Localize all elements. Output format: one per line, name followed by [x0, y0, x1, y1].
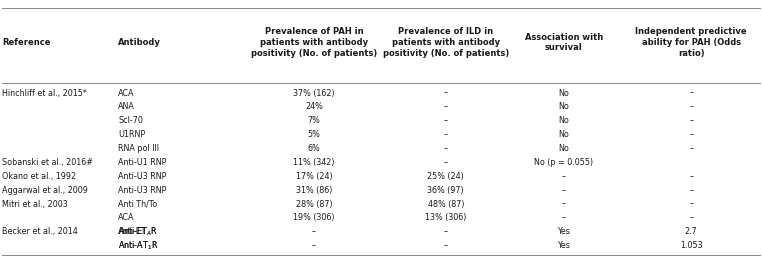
Text: –: –	[443, 116, 448, 125]
Text: 25% (24): 25% (24)	[427, 172, 464, 181]
Text: Anti-U3 RNP: Anti-U3 RNP	[118, 186, 166, 195]
Text: Yes: Yes	[558, 227, 570, 236]
Text: Okano et al., 1992: Okano et al., 1992	[2, 172, 76, 181]
Text: No: No	[559, 89, 569, 97]
Text: ACA: ACA	[118, 214, 135, 222]
Text: –: –	[443, 241, 448, 250]
Text: Prevalence of ILD in
patients with antibody
positivity (No. of patients): Prevalence of ILD in patients with antib…	[383, 27, 509, 58]
Text: Scl-70: Scl-70	[118, 116, 143, 125]
Text: 36% (97): 36% (97)	[427, 186, 464, 195]
Text: –: –	[443, 102, 448, 111]
Text: 19% (306): 19% (306)	[293, 214, 335, 222]
Text: 5%: 5%	[308, 130, 320, 139]
Text: Anti-ET: Anti-ET	[118, 227, 146, 236]
Text: No: No	[559, 144, 569, 153]
Text: Reference: Reference	[2, 38, 51, 47]
Text: –: –	[689, 102, 693, 111]
Text: –: –	[443, 89, 448, 97]
Text: 24%: 24%	[305, 102, 323, 111]
Text: 7%: 7%	[308, 116, 320, 125]
Text: Anti-ET$_A$R: Anti-ET$_A$R	[118, 226, 158, 238]
Text: No: No	[559, 130, 569, 139]
Text: –: –	[689, 130, 693, 139]
Text: 11% (342): 11% (342)	[293, 158, 335, 167]
Text: –: –	[562, 186, 566, 195]
Text: No (p = 0.055): No (p = 0.055)	[534, 158, 594, 167]
Text: ACA: ACA	[118, 89, 135, 97]
Text: 37% (162): 37% (162)	[293, 89, 335, 97]
Text: 28% (87): 28% (87)	[296, 200, 332, 209]
Text: –: –	[443, 144, 448, 153]
Text: Anti-U3 RNP: Anti-U3 RNP	[118, 172, 166, 181]
Text: Antibody: Antibody	[118, 38, 161, 47]
Text: Prevalence of PAH in
patients with antibody
positivity (No. of patients): Prevalence of PAH in patients with antib…	[251, 27, 377, 58]
Text: –: –	[689, 186, 693, 195]
Text: –: –	[689, 200, 693, 209]
Text: ANA: ANA	[118, 102, 135, 111]
Text: –: –	[562, 172, 566, 181]
Text: 1.053: 1.053	[680, 241, 703, 250]
Text: 13% (306): 13% (306)	[425, 214, 466, 222]
Text: –: –	[689, 172, 693, 181]
Text: No: No	[559, 116, 569, 125]
Text: –: –	[689, 214, 693, 222]
Text: 17% (24): 17% (24)	[296, 172, 332, 181]
Text: Independent predictive
ability for PAH (Odds
ratio): Independent predictive ability for PAH (…	[636, 27, 747, 58]
Text: Anti Th/To: Anti Th/To	[118, 200, 158, 209]
Text: Aggarwal et al., 2009: Aggarwal et al., 2009	[2, 186, 88, 195]
Text: –: –	[562, 200, 566, 209]
Text: –: –	[443, 130, 448, 139]
Text: 31% (86): 31% (86)	[296, 186, 332, 195]
Text: Anti-AT$_1$R: Anti-AT$_1$R	[118, 239, 158, 252]
Text: –: –	[689, 144, 693, 153]
Text: Sobanski et al., 2016#: Sobanski et al., 2016#	[2, 158, 93, 167]
Text: U1RNP: U1RNP	[118, 130, 146, 139]
Text: –: –	[312, 227, 316, 236]
Text: Anti-ET$_A$R: Anti-ET$_A$R	[118, 226, 158, 238]
Text: –: –	[443, 227, 448, 236]
Text: –: –	[562, 214, 566, 222]
Text: –: –	[443, 158, 448, 167]
Text: –: –	[312, 241, 316, 250]
Text: No: No	[559, 102, 569, 111]
Text: 2.7: 2.7	[685, 227, 697, 236]
Text: 48% (87): 48% (87)	[427, 200, 464, 209]
Text: Yes: Yes	[558, 241, 570, 250]
Text: 6%: 6%	[308, 144, 320, 153]
Text: –: –	[689, 89, 693, 97]
Text: Hinchliff et al., 2015*: Hinchliff et al., 2015*	[2, 89, 87, 97]
Text: RNA pol III: RNA pol III	[118, 144, 159, 153]
Text: Association with
survival: Association with survival	[525, 33, 603, 52]
Text: –: –	[689, 116, 693, 125]
Text: Anti-U1 RNP: Anti-U1 RNP	[118, 158, 166, 167]
Text: Anti-AT$_1$R: Anti-AT$_1$R	[118, 239, 158, 252]
Text: Mitri et al., 2003: Mitri et al., 2003	[2, 200, 68, 209]
Text: Becker et al., 2014: Becker et al., 2014	[2, 227, 78, 236]
